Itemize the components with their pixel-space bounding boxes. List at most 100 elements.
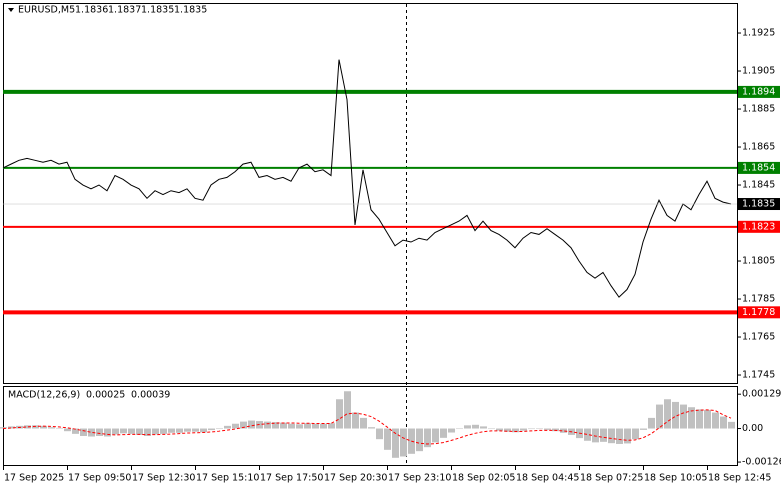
ohlc-value: 1.1837 — [108, 5, 141, 16]
x-tick-label: 17 Sep 09:50 — [68, 473, 131, 484]
macd-bar — [208, 428, 215, 431]
macd-bar — [496, 428, 503, 431]
macd-bar — [328, 423, 335, 429]
y-tick-label: 1.1765 — [742, 332, 775, 343]
ohlc-value: 1.1835 — [141, 5, 174, 16]
y-tick-label: 0.00 — [742, 423, 763, 434]
macd-bar — [552, 428, 559, 432]
macd-bar — [96, 428, 103, 436]
macd-bar — [40, 425, 47, 429]
y-tick-label: 1.1785 — [742, 294, 775, 305]
macd-bar — [400, 428, 407, 457]
macd-bar — [592, 428, 599, 443]
macd-bar — [344, 391, 351, 429]
macd-bar — [176, 428, 183, 433]
x-tick-label: 18 Sep 02:05 — [452, 473, 515, 484]
x-tick-label: 17 Sep 12:30 — [132, 473, 195, 484]
macd-title: MACD(12,26,9) — [8, 390, 80, 401]
macd-bar — [616, 428, 623, 444]
macd-bar — [104, 428, 111, 437]
x-tick-label: 18 Sep 12:45 — [708, 473, 771, 484]
last-price-label: 1.1835 — [742, 199, 775, 210]
macd-bar — [136, 428, 143, 435]
macd-bar — [728, 421, 735, 429]
macd-bar — [304, 423, 311, 429]
macd-bar — [56, 428, 63, 430]
y-tick-label: 1.1745 — [742, 370, 775, 381]
level-label-box — [738, 220, 780, 233]
macd-bar — [560, 428, 567, 433]
level-label-box — [738, 161, 780, 174]
y-tick-label: 1.1905 — [742, 66, 775, 77]
macd-bar — [120, 428, 127, 434]
macd-bar — [24, 425, 31, 429]
level-label: 1.1894 — [742, 86, 775, 97]
macd-bar — [416, 428, 423, 452]
macd-bar — [632, 428, 639, 440]
macd-bar — [184, 428, 191, 432]
macd-bar — [536, 428, 543, 430]
macd-bar — [200, 428, 207, 433]
macd-bar — [360, 417, 367, 429]
macd-bar — [512, 428, 519, 433]
macd-bar — [720, 416, 727, 429]
macd-bar — [640, 428, 647, 430]
macd-bar — [432, 428, 439, 443]
macd-bar — [352, 412, 359, 429]
macd-bar — [648, 417, 655, 429]
macd-bar — [448, 428, 455, 433]
macd-bar — [280, 422, 287, 429]
macd-bar — [696, 409, 703, 429]
macd-bar — [80, 428, 87, 436]
macd-bar — [544, 428, 551, 430]
macd-bar — [368, 427, 375, 429]
macd-bar — [688, 407, 695, 429]
y-tick-label: 1.1845 — [742, 180, 775, 191]
macd-bar — [392, 428, 399, 458]
macd-bar — [128, 428, 135, 434]
macd-bar — [168, 428, 175, 433]
macd-bar — [424, 428, 431, 448]
macd-bar — [8, 426, 15, 429]
x-tick-label: 18 Sep 10:05 — [644, 473, 707, 484]
macd-bar — [336, 399, 343, 429]
header-arrow — [8, 8, 14, 12]
price-line — [2, 59, 732, 298]
macd-bar — [288, 423, 295, 429]
macd-bar — [264, 421, 271, 429]
macd-bar — [680, 404, 687, 429]
macd-bar — [232, 423, 239, 429]
macd-panel-frame — [3, 386, 738, 466]
x-tick-label: 17 Sep 20:30 — [324, 473, 387, 484]
macd-bar — [48, 427, 55, 429]
level-label: 1.1854 — [742, 162, 775, 173]
macd-bar — [480, 426, 487, 429]
macd-bar — [456, 428, 463, 430]
macd-bar — [528, 428, 535, 430]
x-tick-label: 17 Sep 2025 — [4, 473, 64, 484]
macd-bar — [712, 412, 719, 429]
macd-bar — [152, 428, 159, 435]
level-label-box — [738, 85, 780, 98]
y-tick-label: 1.1885 — [742, 104, 775, 115]
ohlc-value: 1.1836 — [75, 5, 108, 16]
macd-bar — [472, 424, 479, 429]
macd-bar — [240, 421, 247, 429]
x-tick-label: 17 Sep 15:10 — [196, 473, 259, 484]
macd-bar — [376, 428, 383, 440]
macd-bar — [656, 404, 663, 429]
macd-bar — [32, 425, 39, 429]
macd-bar — [296, 424, 303, 429]
ohlc-value: 1.1835 — [174, 5, 207, 16]
macd-bar — [584, 428, 591, 441]
macd-bar — [272, 422, 279, 429]
x-tick-label: 18 Sep 04:45 — [516, 473, 579, 484]
signal-line — [2, 409, 732, 445]
price-panel-frame — [3, 3, 738, 384]
macd-bar — [248, 420, 255, 429]
symbol-title: EURUSD,M5 — [18, 5, 75, 16]
last-price-box — [738, 198, 780, 211]
level-label: 1.1823 — [742, 221, 775, 232]
y-tick-label: 1.1805 — [742, 256, 775, 267]
